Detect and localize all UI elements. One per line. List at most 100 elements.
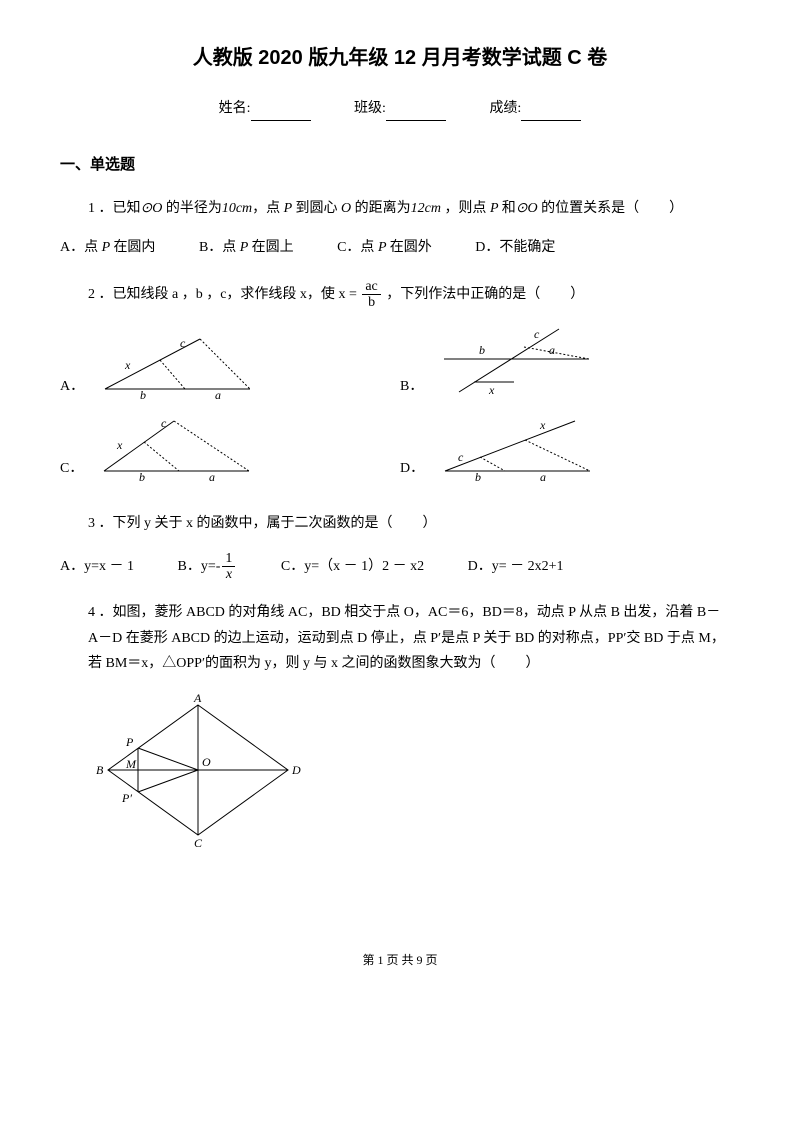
q2D-a: a xyxy=(540,470,546,481)
q3-optA: A．y=x － 1 xyxy=(60,554,134,579)
question-1: 1 ．已知⊙O 的半径为10cm，点 P 到圆心 O 的距离为12cm ，则点 … xyxy=(88,196,740,221)
q4-P: P xyxy=(125,735,134,749)
q2C-c: c xyxy=(161,416,167,430)
q1-optB-P: P xyxy=(236,240,251,255)
page-title: 人教版 2020 版九年级 12 月月考数学试题 C 卷 xyxy=(60,40,740,76)
q2-A-label: A． xyxy=(60,374,84,399)
q3-options: A．y=x － 1 B．y=-1x C．y=（x － 1）2 － x2 D．y=… xyxy=(60,551,740,583)
q2B-c: c xyxy=(534,327,540,341)
q1-optA-P: P xyxy=(98,240,113,255)
q2-C-label: C． xyxy=(60,456,83,481)
q1-text: 1 ．已知 xyxy=(88,201,141,216)
q3-optB-num: 1 xyxy=(222,551,235,567)
score-field: 成绩: xyxy=(489,96,581,121)
q3-optD: D．y= － 2x2+1 xyxy=(468,554,564,579)
q2-svg-A: x c b a xyxy=(90,329,260,399)
q2D-x: x xyxy=(539,418,546,432)
q4-C: C xyxy=(194,836,203,850)
page-footer: 第 1 页 共 9 页 xyxy=(60,950,740,972)
q1-t3: 到圆心 xyxy=(295,201,337,216)
q2-D-label: D． xyxy=(400,456,424,481)
q2A-c: c xyxy=(180,336,186,350)
q3-optB-frac: 1x xyxy=(222,551,235,583)
q4-O: O xyxy=(202,755,211,769)
q1-optC-end: 在圆外 xyxy=(390,240,432,255)
q2C-a: a xyxy=(209,470,215,481)
q2A-b: b xyxy=(140,388,146,399)
name-label: 姓名: xyxy=(219,101,251,116)
q1-optC-P: P xyxy=(374,240,389,255)
q4-M: M xyxy=(125,757,137,771)
q2-svg-B: b c a x xyxy=(429,324,599,399)
q4-A: A xyxy=(193,691,202,705)
q1-t4: 的距离为 xyxy=(355,201,411,216)
paren-close-3: ） xyxy=(423,516,437,531)
q1-radius: 10cm xyxy=(222,201,252,216)
q1-options: A．点 P 在圆内 B．点 P 在圆上 C．点 P 在圆外 D．不能确定 xyxy=(60,235,740,260)
question-3: 3 ．下列 y 关于 x 的函数中，属于二次函数的是（ ） xyxy=(88,511,740,536)
q1-t1: 的半径为 xyxy=(162,201,222,216)
q1-circleO2: ⊙O xyxy=(516,201,538,216)
q1-optA-end: 在圆内 xyxy=(113,240,155,255)
info-row: 姓名: 班级: 成绩: xyxy=(60,96,740,121)
q2B-x: x xyxy=(488,383,495,397)
q2A-a: a xyxy=(215,388,221,399)
q4-svg: A B C D O P P′ M xyxy=(88,690,308,850)
paren-close-2: ） xyxy=(570,287,584,302)
q2-svg-C: x c b a xyxy=(89,411,259,481)
q3-optC: C．y=（x － 1）2 － x2 xyxy=(281,554,424,579)
q2A-x: x xyxy=(124,358,131,372)
class-label: 班级: xyxy=(354,101,386,116)
class-blank xyxy=(386,106,446,121)
q1-t6: 和 xyxy=(502,201,516,216)
q2-fraction: acb xyxy=(362,279,380,311)
q3-text: 3 ．下列 y 关于 x 的函数中，属于二次函数的是（ xyxy=(88,516,393,531)
q2-diag-C: C． x c b a xyxy=(60,411,400,481)
q1-optA-pre: A．点 xyxy=(60,240,98,255)
q2-diag-D: D． c x b a xyxy=(400,411,740,481)
q1-optD: D．不能确定 xyxy=(475,235,555,260)
q3-optB: B．y=-1x xyxy=(178,551,238,583)
q2-text: 2 ．已知线段 a ，b ，c，求作线段 x，使 xyxy=(88,287,338,302)
q2D-c: c xyxy=(458,450,464,464)
score-label: 成绩: xyxy=(489,101,521,116)
q1-end: 的位置关系是（ xyxy=(538,201,640,216)
name-blank xyxy=(251,106,311,121)
q2D-b: b xyxy=(475,470,481,481)
q4-Pp: P′ xyxy=(121,791,132,805)
q2-svg-D: c x b a xyxy=(430,411,600,481)
q2-text-end: ，下列作法中正确的是 xyxy=(386,287,526,302)
q2-diag-A: A． x c b a xyxy=(60,324,400,399)
q1-P2: P xyxy=(486,201,501,216)
q2B-b: b xyxy=(479,343,485,357)
name-field: 姓名: xyxy=(219,96,311,121)
q4-D: D xyxy=(291,763,301,777)
q1-P1: P xyxy=(280,201,295,216)
question-4: 4 ．如图，菱形 ABCD 的对角线 AC，BD 相交于点 O，AC＝6，BD＝… xyxy=(88,600,730,676)
q1-optB-pre: B．点 xyxy=(199,240,236,255)
q4-text: 4 ．如图，菱形 ABCD 的对角线 AC，BD 相交于点 O，AC＝6，BD＝… xyxy=(88,605,725,670)
class-field: 班级: xyxy=(354,96,446,121)
q2-frac-num: ac xyxy=(362,279,380,295)
q4-diagram: A B C D O P P′ M xyxy=(88,690,740,850)
q1-optB: B．点 P 在圆上 xyxy=(199,235,294,260)
section-header: 一、单选题 xyxy=(60,151,740,178)
score-blank xyxy=(521,106,581,121)
q1-dist: 12cm xyxy=(411,201,441,216)
q3-optB-pre: B．y=- xyxy=(178,559,221,574)
q1-circleO: ⊙O xyxy=(141,201,163,216)
q2C-b: b xyxy=(139,470,145,481)
q1-optC: C．点 P 在圆外 xyxy=(337,235,432,260)
q2-diagrams: A． x c b a B． b c a x C． xyxy=(60,324,740,493)
q1-O1: O xyxy=(337,201,354,216)
q2-diag-B: B． b c a x xyxy=(400,324,740,399)
q1-optA: A．点 P 在圆内 xyxy=(60,235,155,260)
q1-optC-pre: C．点 xyxy=(337,240,374,255)
q1-t2: ，点 xyxy=(252,201,280,216)
q2-B-label: B． xyxy=(400,374,423,399)
q2-frac-den: b xyxy=(362,295,380,310)
q2C-x: x xyxy=(116,438,123,452)
q1-optB-end: 在圆上 xyxy=(252,240,294,255)
q4-B: B xyxy=(96,763,104,777)
q1-t5: ，则点 xyxy=(441,201,487,216)
